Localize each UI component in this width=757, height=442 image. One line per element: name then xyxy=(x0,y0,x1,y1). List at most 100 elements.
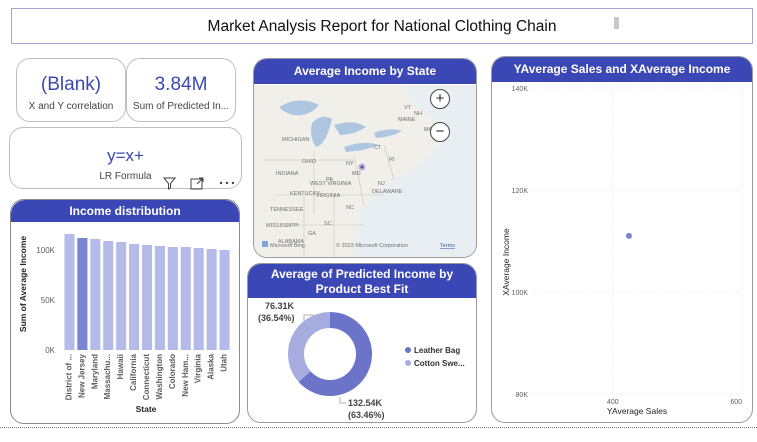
income-distribution-chart: Sum of Average Income 0K 50K 100K District… xyxy=(18,234,230,414)
donut-data-label: (63.46%) xyxy=(348,410,385,420)
map-zoom-in-button[interactable]: + xyxy=(430,89,450,109)
bar-x-tick-label: New Ham... xyxy=(181,354,190,397)
income-distribution-title: Income distribution xyxy=(11,200,239,222)
map-state-label: CT xyxy=(374,145,382,151)
bar-x-tick-label: California xyxy=(129,353,138,390)
bar-3[interactable] xyxy=(103,241,114,350)
scatter-chart: XAverage Income YAverage Sales 80K 100K 12… xyxy=(501,86,743,416)
minus-icon: − xyxy=(435,123,445,140)
kpi-formula-value: y=x+ xyxy=(107,146,144,165)
map-state-label: INDIANA xyxy=(276,171,299,177)
bar-4[interactable] xyxy=(116,242,127,350)
bar-1[interactable] xyxy=(77,238,88,350)
map-state-label: MD xyxy=(352,171,361,177)
bar-11[interactable] xyxy=(206,249,217,350)
map-state-label: OHIO xyxy=(302,159,317,165)
donut-data-label: 76.31K xyxy=(265,301,295,311)
scatter-x-axis-title: YAverage Sales xyxy=(607,406,667,416)
scatter-x-tick-label: 400 xyxy=(607,399,619,406)
bar-x-tick-label: Maryland xyxy=(90,354,99,389)
scatter-y-tick-label: 140K xyxy=(512,86,529,93)
bar-6[interactable] xyxy=(141,245,153,350)
map-state-label: VIRGINIA xyxy=(316,193,340,199)
focus-mode-icon[interactable] xyxy=(190,177,204,193)
bar-7[interactable] xyxy=(154,246,165,350)
bar-9[interactable] xyxy=(180,247,191,350)
bar-x-axis-title: State xyxy=(136,404,157,414)
donut-data-label: 132.54K xyxy=(348,398,383,408)
donut-slice-1[interactable] xyxy=(288,312,330,382)
predicted-income-chart: 76.31K (36.54%) 132.54K (63.46%) Leather Bag… xyxy=(258,301,465,420)
legend-label[interactable]: Cotton Swe... xyxy=(414,359,465,368)
scatter-visual[interactable]: YAverage Sales and XAverage Income XAver… xyxy=(491,56,753,423)
bar-x-tick-label: New Jersey xyxy=(77,353,86,398)
income-distribution-visual[interactable]: Income distribution Sum of Average Incom… xyxy=(10,199,240,424)
bar-0[interactable] xyxy=(64,234,75,350)
predicted-income-title: Average of Predicted Income by Product B… xyxy=(248,264,476,298)
map-copyright: © 2023 Microsoft Corporation xyxy=(336,242,408,249)
scatter-y-tick-label: 120K xyxy=(512,188,529,195)
map-state-label: GA xyxy=(308,231,316,237)
map-state-label: MICHIGAN xyxy=(282,137,310,143)
map-state-label: MAINE xyxy=(398,117,416,123)
bar-y-axis-title: Sum of Average Income xyxy=(18,236,28,332)
donut-leader-line xyxy=(339,397,346,404)
report-title: Market Analysis Report for National Clot… xyxy=(207,18,557,35)
bar-10[interactable] xyxy=(193,248,204,350)
scatter-y-tick-label: 100K xyxy=(512,290,529,297)
report-title-box: Market Analysis Report for National Clot… xyxy=(11,8,753,44)
donut-leader-line xyxy=(303,314,314,321)
scatter-x-tick-label: 600 xyxy=(730,399,742,406)
bar-x-tick-label: Virginia xyxy=(194,353,203,383)
kpi-predicted-income-value: 3.84M xyxy=(154,74,208,95)
scatter-y-tick-label: 80K xyxy=(516,392,529,399)
kpi-card-correlation[interactable]: (Blank) X and Y correlation xyxy=(16,58,126,122)
bar-12[interactable] xyxy=(219,250,230,350)
scatter-point-0[interactable] xyxy=(625,232,632,239)
kpi-card-predicted-income[interactable]: 3.84M Sum of Predicted In... xyxy=(126,58,236,122)
map-state-label: ALABAMA xyxy=(278,239,304,245)
page-bottom-border xyxy=(0,427,757,428)
bar-5[interactable] xyxy=(129,244,140,350)
kpi-predicted-income-label: Sum of Predicted In... xyxy=(132,101,230,112)
map-zoom-out-button[interactable]: − xyxy=(430,122,450,142)
kpi-formula-label: LR Formula xyxy=(99,171,152,182)
map-terms-link[interactable]: Terms xyxy=(440,243,455,249)
filter-icon[interactable] xyxy=(162,177,177,193)
legend-label[interactable]: Leather Bag xyxy=(414,346,460,355)
bar-x-tick-label: District of ... xyxy=(64,354,73,400)
predicted-income-visual[interactable]: Average of Predicted Income by Product B… xyxy=(247,263,477,423)
map-state-label: NY xyxy=(346,161,354,167)
map-state-label: SC xyxy=(324,221,332,227)
bar-x-tick-label: Washington xyxy=(155,354,164,400)
legend-marker xyxy=(405,347,411,353)
map-brand: Microsoft Bing xyxy=(270,243,305,249)
bar-x-tick-label: Connecticut xyxy=(142,354,151,401)
kpi-card-formula[interactable]: y=x+ LR Formula xyxy=(9,127,242,189)
map-state-label: MA xyxy=(424,127,433,133)
map-visual[interactable]: Average Income by State MICHIGAN MAINE OHI… xyxy=(253,58,477,258)
plus-icon: + xyxy=(435,90,445,107)
bar-y-tick-label: 100K xyxy=(36,246,55,255)
bar-x-tick-label: Massachu... xyxy=(103,354,112,399)
bar-x-tick-label: Utah xyxy=(220,354,229,372)
bar-x-tick-label: Alaska xyxy=(207,353,216,379)
bar-x-tick-label: Colorado xyxy=(168,354,177,389)
map-state-label: RI xyxy=(389,157,395,163)
donut-data-label: (36.54%) xyxy=(258,313,295,323)
bar-x-tick-label: Hawaii xyxy=(116,354,125,379)
map-state-label: NJ xyxy=(378,181,385,187)
map-state-label: VT xyxy=(404,105,412,111)
scatter-y-axis-title: XAverage Income xyxy=(501,228,511,296)
legend-marker xyxy=(405,360,411,366)
bing-logo-icon xyxy=(262,241,268,247)
more-options-icon[interactable] xyxy=(218,177,236,191)
title-scroll-mark xyxy=(614,17,619,29)
bar-8[interactable] xyxy=(167,247,178,350)
map-state-label: KENTUCKY xyxy=(290,191,320,197)
map-state-label: DELAWARE xyxy=(372,189,403,195)
donut-slice-0[interactable] xyxy=(298,312,372,396)
bar-2[interactable] xyxy=(90,239,101,350)
map-title: Average Income by State xyxy=(254,59,476,84)
